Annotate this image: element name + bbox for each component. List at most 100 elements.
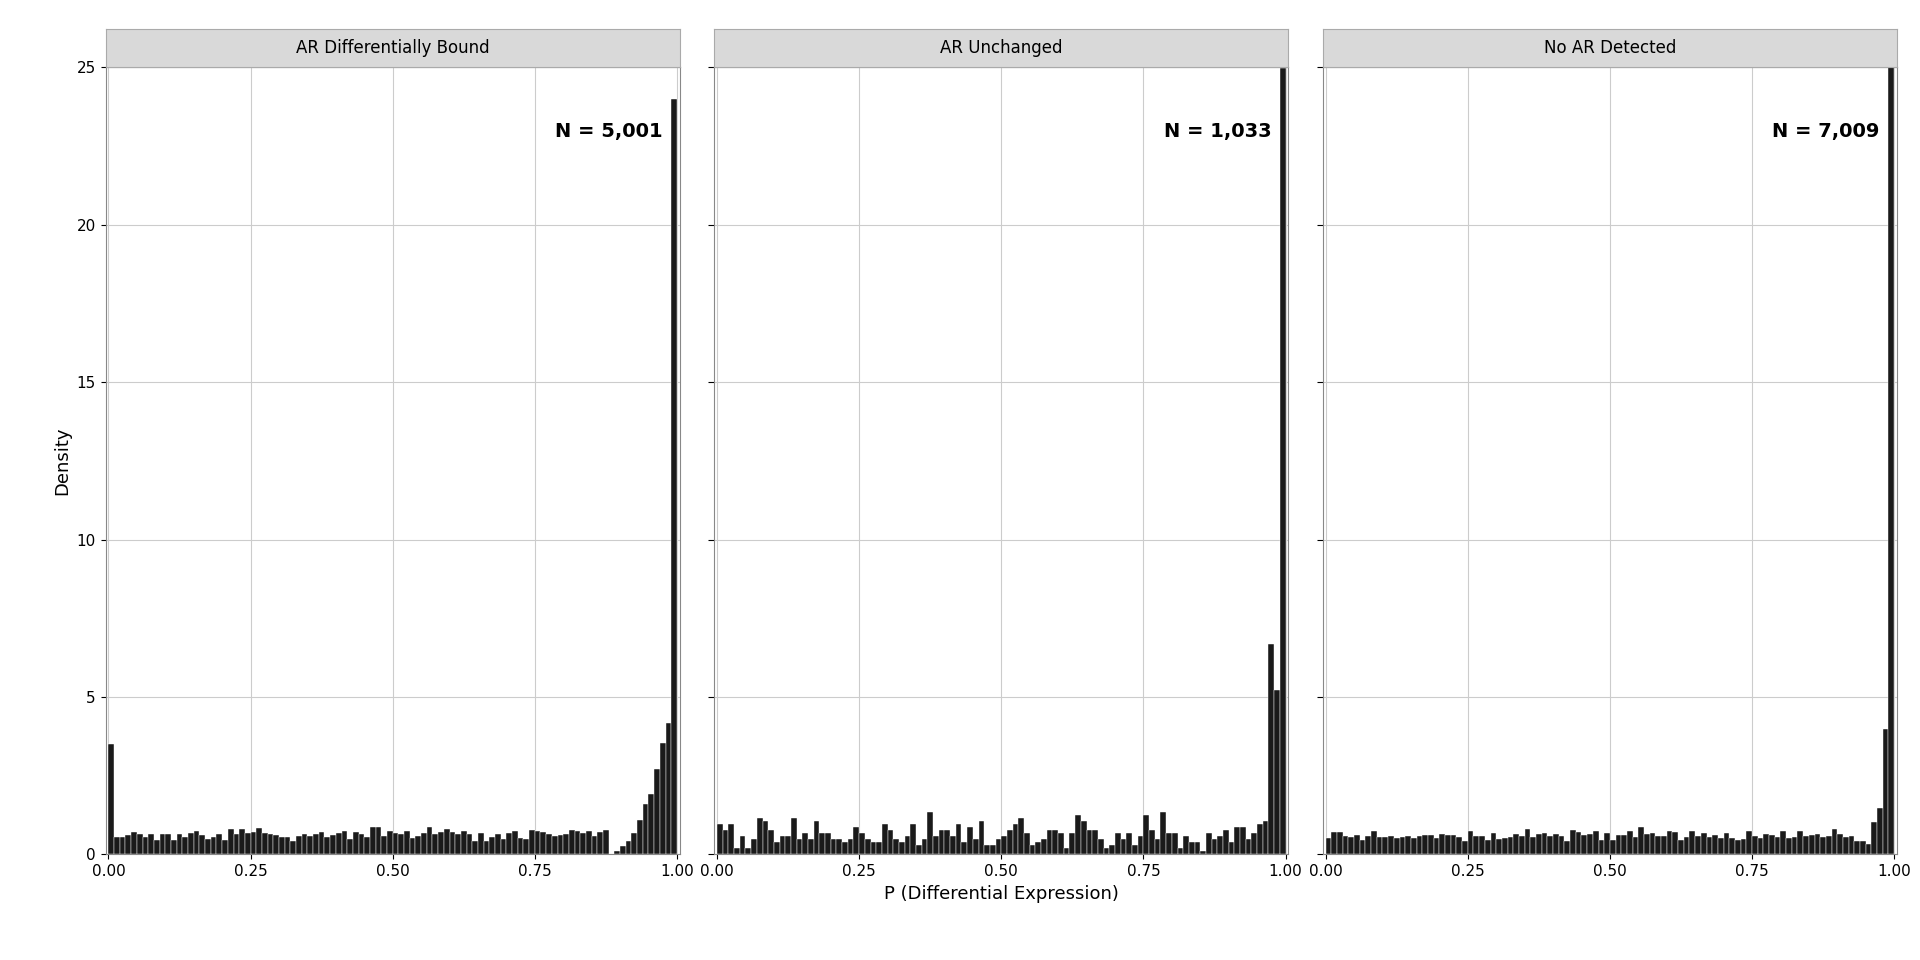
Bar xyxy=(858,833,864,854)
Bar xyxy=(319,832,324,854)
Bar xyxy=(1576,832,1582,854)
Bar xyxy=(348,839,353,854)
Bar xyxy=(814,821,820,854)
Bar xyxy=(388,831,394,854)
Bar xyxy=(1809,835,1814,854)
Bar xyxy=(234,834,240,854)
Bar xyxy=(1417,835,1423,854)
Bar xyxy=(211,837,217,854)
Bar xyxy=(1269,644,1275,854)
Bar xyxy=(1058,833,1064,854)
Bar xyxy=(672,99,678,854)
Bar xyxy=(353,832,359,854)
Bar xyxy=(1440,833,1446,854)
Bar xyxy=(1325,838,1331,854)
Bar xyxy=(881,824,887,854)
Bar xyxy=(1229,842,1235,854)
Bar xyxy=(1889,0,1895,854)
Bar xyxy=(1661,836,1667,854)
Bar xyxy=(1035,842,1041,854)
Bar xyxy=(1797,830,1803,854)
Bar xyxy=(1718,838,1724,854)
Bar xyxy=(376,828,382,854)
Bar xyxy=(1434,838,1440,854)
Bar xyxy=(826,833,831,854)
Bar xyxy=(620,846,626,854)
Bar xyxy=(1188,842,1194,854)
Bar xyxy=(382,835,388,854)
Bar xyxy=(551,836,557,854)
Bar xyxy=(910,824,916,854)
Bar xyxy=(939,830,945,854)
Bar xyxy=(324,837,330,854)
Bar xyxy=(1206,833,1212,854)
Bar xyxy=(962,842,968,854)
Bar xyxy=(1377,837,1382,854)
Bar xyxy=(1530,837,1536,854)
Bar xyxy=(893,839,899,854)
Bar xyxy=(1605,833,1609,854)
Bar xyxy=(1632,837,1638,854)
Bar xyxy=(655,769,660,854)
Bar xyxy=(1002,836,1006,854)
Bar xyxy=(1400,837,1405,854)
Bar xyxy=(1212,839,1217,854)
Bar xyxy=(495,834,501,854)
Bar xyxy=(563,833,568,854)
Bar xyxy=(1860,841,1866,854)
Text: No AR Detected: No AR Detected xyxy=(1544,39,1676,57)
Bar xyxy=(899,842,904,854)
Bar xyxy=(1672,832,1678,854)
Bar xyxy=(1513,834,1519,854)
Bar xyxy=(125,835,131,854)
Bar xyxy=(409,838,415,854)
Bar xyxy=(1365,835,1371,854)
Bar xyxy=(1354,835,1359,854)
Bar xyxy=(1507,837,1513,854)
Bar xyxy=(536,831,540,854)
Bar xyxy=(1183,836,1188,854)
Bar xyxy=(1064,849,1069,854)
Bar xyxy=(472,841,478,854)
Bar xyxy=(1496,839,1501,854)
Bar xyxy=(1791,837,1797,854)
Bar xyxy=(1655,836,1661,854)
Bar xyxy=(545,834,551,854)
Bar xyxy=(228,829,234,854)
Bar xyxy=(524,839,530,854)
Bar xyxy=(1087,830,1092,854)
Bar xyxy=(420,833,426,854)
Bar xyxy=(1154,839,1160,854)
Bar xyxy=(916,845,922,854)
Bar xyxy=(1524,828,1530,854)
Bar xyxy=(991,845,996,854)
Bar xyxy=(1826,836,1832,854)
Text: N = 1,033: N = 1,033 xyxy=(1164,122,1271,141)
Bar xyxy=(255,828,261,854)
Bar xyxy=(342,831,348,854)
Bar xyxy=(1331,832,1336,854)
Bar xyxy=(1171,833,1177,854)
Bar xyxy=(1837,834,1843,854)
Bar xyxy=(660,743,666,854)
Bar xyxy=(1644,834,1649,854)
Bar xyxy=(1571,830,1576,854)
Bar xyxy=(444,829,449,854)
Bar xyxy=(797,839,803,854)
Bar xyxy=(1348,837,1354,854)
Bar xyxy=(177,834,182,854)
Bar xyxy=(1594,831,1599,854)
Bar xyxy=(626,841,632,854)
Bar xyxy=(774,842,780,854)
Bar xyxy=(1473,836,1478,854)
Bar xyxy=(1736,840,1741,854)
X-axis label: P (Differential Expression): P (Differential Expression) xyxy=(883,885,1119,902)
Bar xyxy=(1713,834,1718,854)
Text: N = 5,001: N = 5,001 xyxy=(555,122,662,141)
Bar xyxy=(745,849,751,854)
Bar xyxy=(968,827,973,854)
Bar xyxy=(217,833,223,854)
Text: AR Differentially Bound: AR Differentially Bound xyxy=(296,39,490,57)
Bar xyxy=(1626,830,1632,854)
Bar xyxy=(507,833,513,854)
